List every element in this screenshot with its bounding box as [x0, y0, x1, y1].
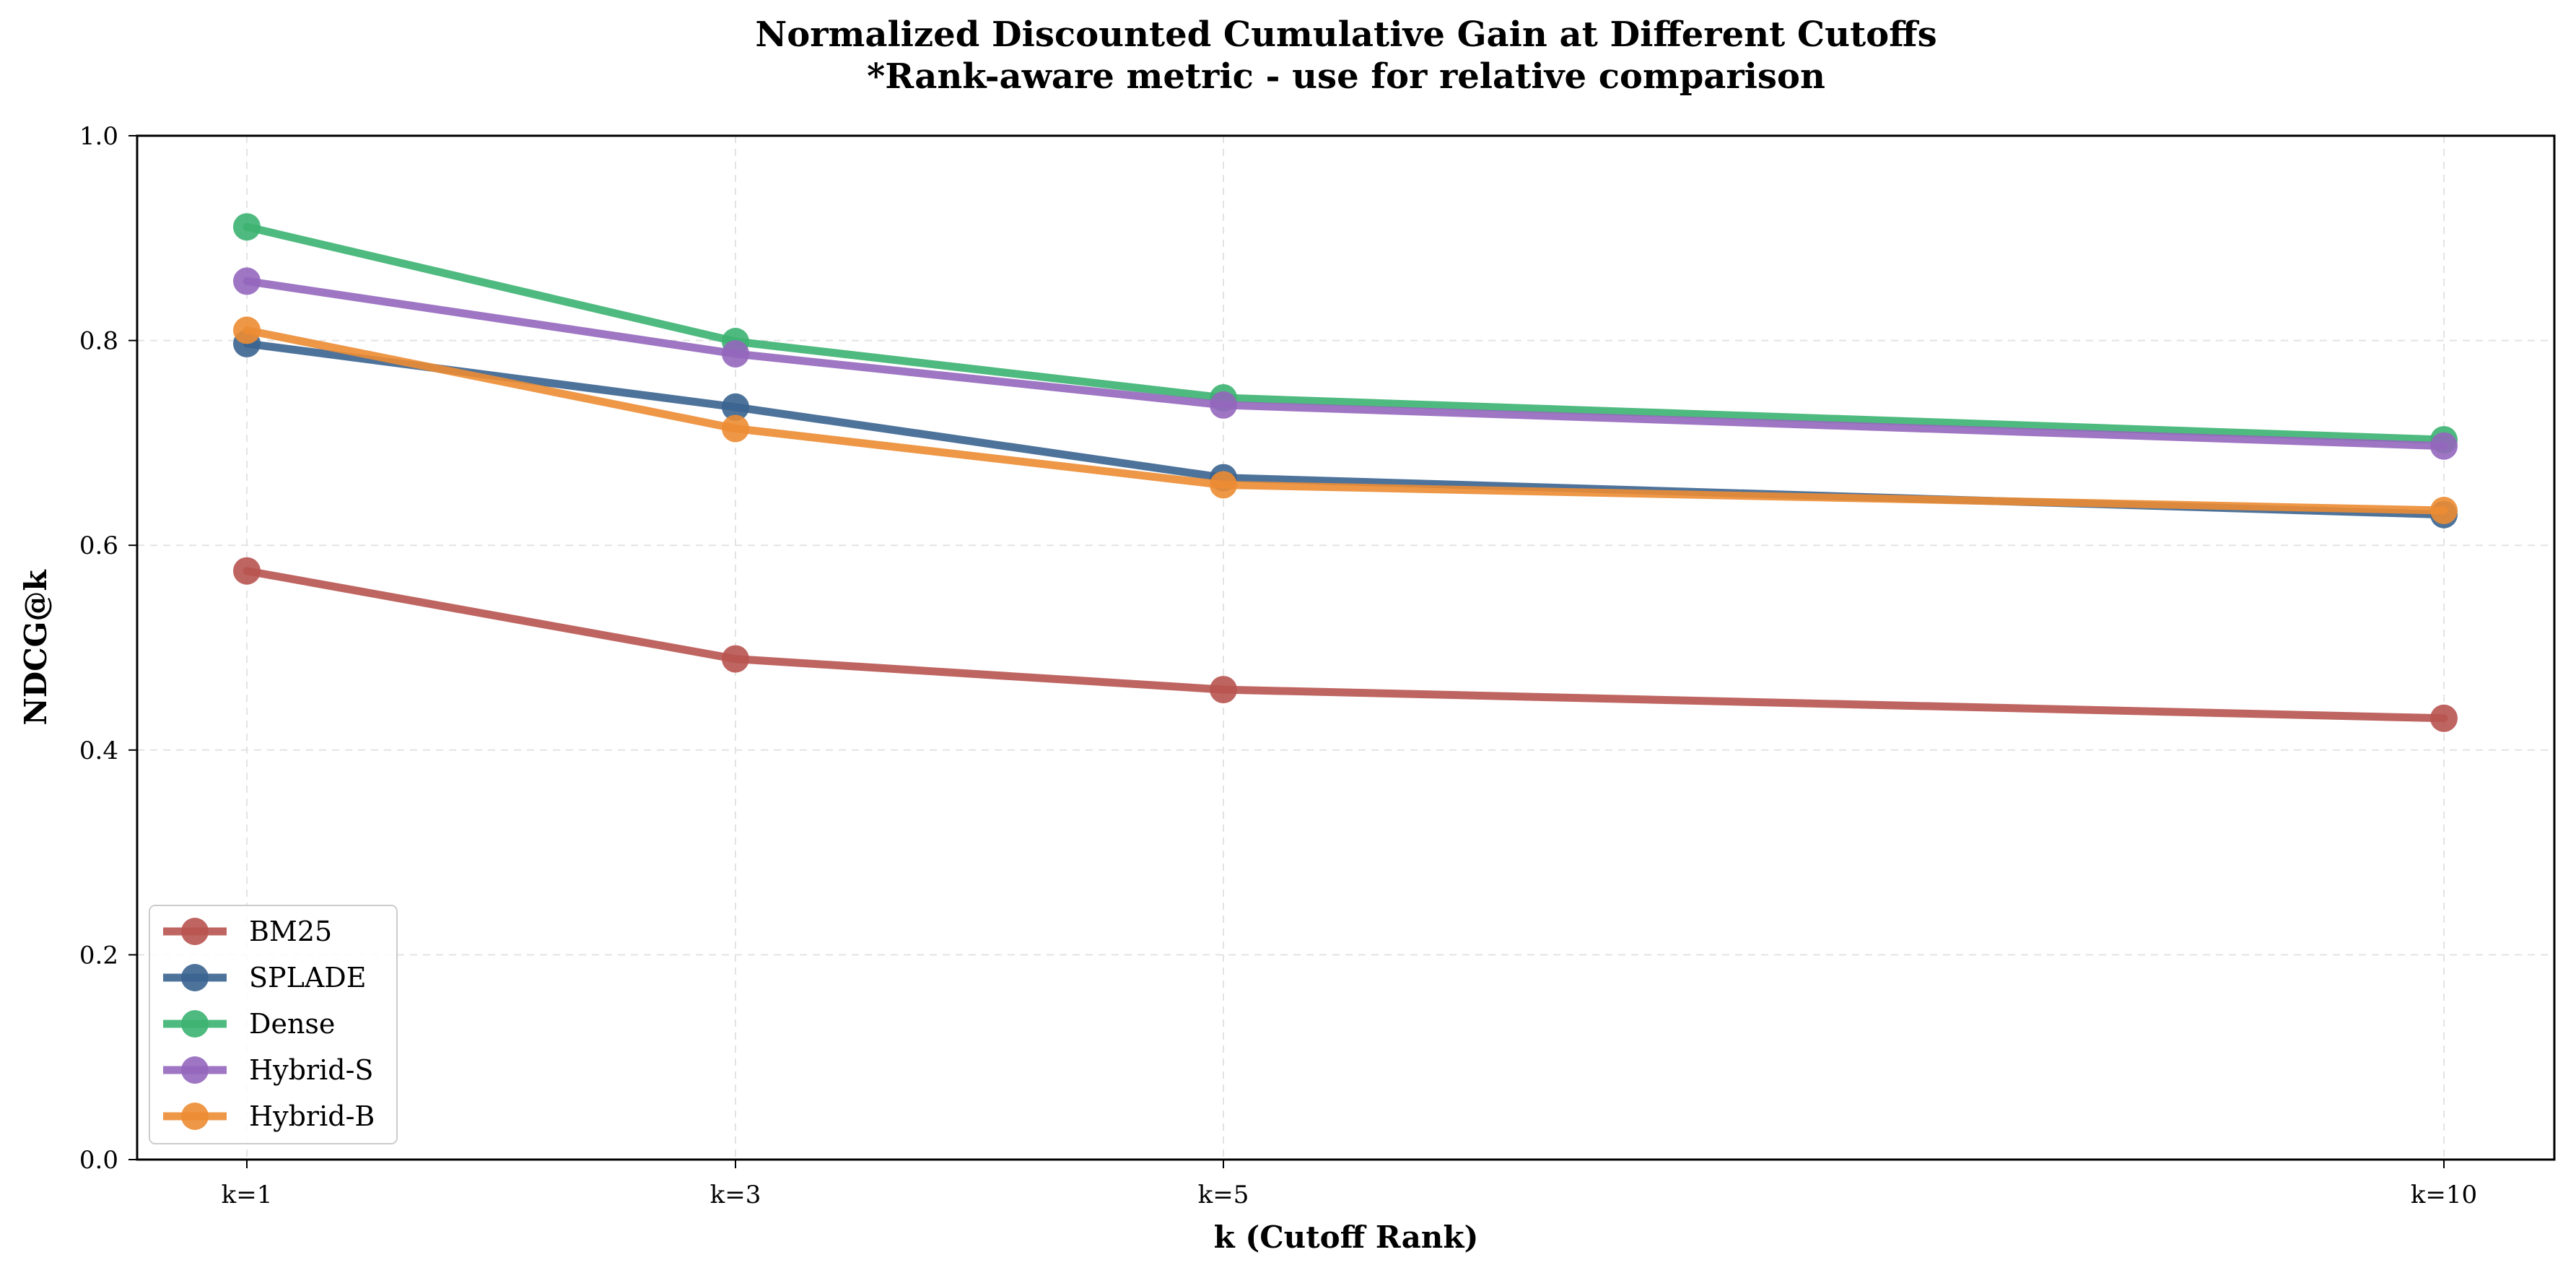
data-point-hybrid-b: [233, 316, 261, 344]
legend: BM25 SPLADE Dense Hybrid-S Hybrid-B: [149, 905, 398, 1144]
series-line-hybrid-b: [243, 326, 2448, 515]
series-line-hybrid-s: [243, 277, 2448, 451]
legend-marker-hybrid-s: [181, 1056, 209, 1084]
x-tick-label: k=5: [1198, 1181, 1249, 1209]
data-point-bm25: [722, 645, 749, 673]
y-tick-label: 0.0: [79, 1146, 118, 1175]
legend-box: [149, 905, 398, 1144]
data-point-bm25: [1210, 676, 1237, 704]
series-line-bm25: [243, 567, 2448, 723]
data-point-bm25: [2430, 704, 2458, 732]
series-line-dense: [243, 222, 2448, 444]
x-tick-label: k=10: [2411, 1181, 2477, 1209]
x-axis-label: k (Cutoff Rank): [1214, 1220, 1479, 1255]
series-lines: [233, 213, 2458, 732]
legend-marker-splade: [181, 964, 209, 991]
plot-frame: [136, 134, 2556, 1161]
chart-title: Normalized Discounted Cumulative Gain at…: [755, 14, 1937, 55]
legend-label-dense: Dense: [249, 1008, 335, 1040]
data-point-bm25: [233, 557, 261, 585]
legend-marker-bm25: [181, 918, 209, 945]
x-ticks: k=1 k=3 k=5 k=10: [222, 1160, 2477, 1209]
legend-label-hybrid-s: Hybrid-S: [249, 1054, 373, 1086]
y-tick-label: 0.4: [79, 736, 118, 765]
data-point-splade: [722, 393, 749, 421]
data-point-hybrid-s: [1210, 391, 1237, 419]
data-point-hybrid-s: [233, 267, 261, 295]
y-ticks: 0.0 0.2 0.4 0.6 0.8 1.0: [79, 122, 137, 1175]
data-point-dense: [233, 213, 261, 241]
legend-label-splade: SPLADE: [249, 962, 366, 994]
legend-marker-dense: [181, 1010, 209, 1038]
y-axis-label: NDCG@k: [18, 570, 53, 726]
data-point-hybrid-b: [2430, 497, 2458, 524]
x-tick-label: k=3: [710, 1181, 761, 1209]
legend-label-bm25: BM25: [249, 916, 332, 947]
y-tick-label: 0.6: [79, 531, 118, 560]
y-tick-label: 1.0: [79, 122, 118, 151]
data-point-hybrid-b: [722, 414, 749, 443]
x-tick-label: k=1: [222, 1181, 273, 1209]
y-tick-label: 0.8: [79, 327, 118, 356]
data-point-hybrid-b: [1210, 471, 1237, 499]
legend-marker-hybrid-b: [181, 1103, 209, 1130]
legend-label-hybrid-b: Hybrid-B: [249, 1100, 375, 1132]
data-point-hybrid-s: [722, 340, 749, 368]
y-tick-label: 0.2: [79, 941, 118, 970]
data-point-hybrid-s: [2430, 432, 2458, 460]
chart-subtitle: *Rank-aware metric - use for relative co…: [867, 56, 1825, 97]
